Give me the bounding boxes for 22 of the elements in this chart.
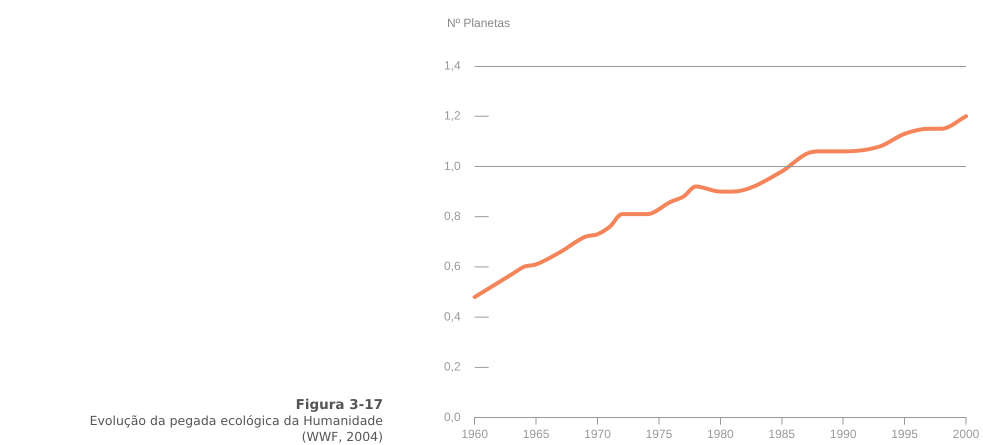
x-tick-label: 1985 (768, 427, 796, 442)
x-tick-label: 1980 (706, 427, 734, 442)
x-tick-label: 1960 (461, 427, 488, 442)
y-tick-label: 0,2 (444, 360, 461, 374)
x-tick-label: 1970 (584, 427, 612, 442)
y-tick-label: 1,2 (444, 108, 461, 123)
y-tick-label: 0,0 (444, 410, 461, 424)
x-tick-label: 1975 (646, 427, 673, 442)
y-axis-title: Nº Planetas (447, 16, 510, 30)
y-tick-label: 1,0 (444, 158, 461, 173)
text: (WWF, 2004) (300, 429, 383, 445)
y-tick-label: 0,8 (444, 209, 461, 223)
text: Evolução da pegada ecológica da Humanidade (90, 413, 383, 429)
text: Figura 3-17 (294, 397, 383, 413)
x-tick-label: 2000 (952, 427, 980, 442)
x-tick-label: 1995 (891, 427, 918, 442)
x-tick-label: 1990 (830, 427, 857, 442)
y-tick-label: 0,6 (444, 259, 461, 274)
x-tick-label: 1965 (522, 427, 550, 442)
line-series (472, 114, 968, 300)
y-tick-label: 0,4 (444, 309, 461, 324)
y-tick-label: 1,4 (444, 58, 461, 72)
